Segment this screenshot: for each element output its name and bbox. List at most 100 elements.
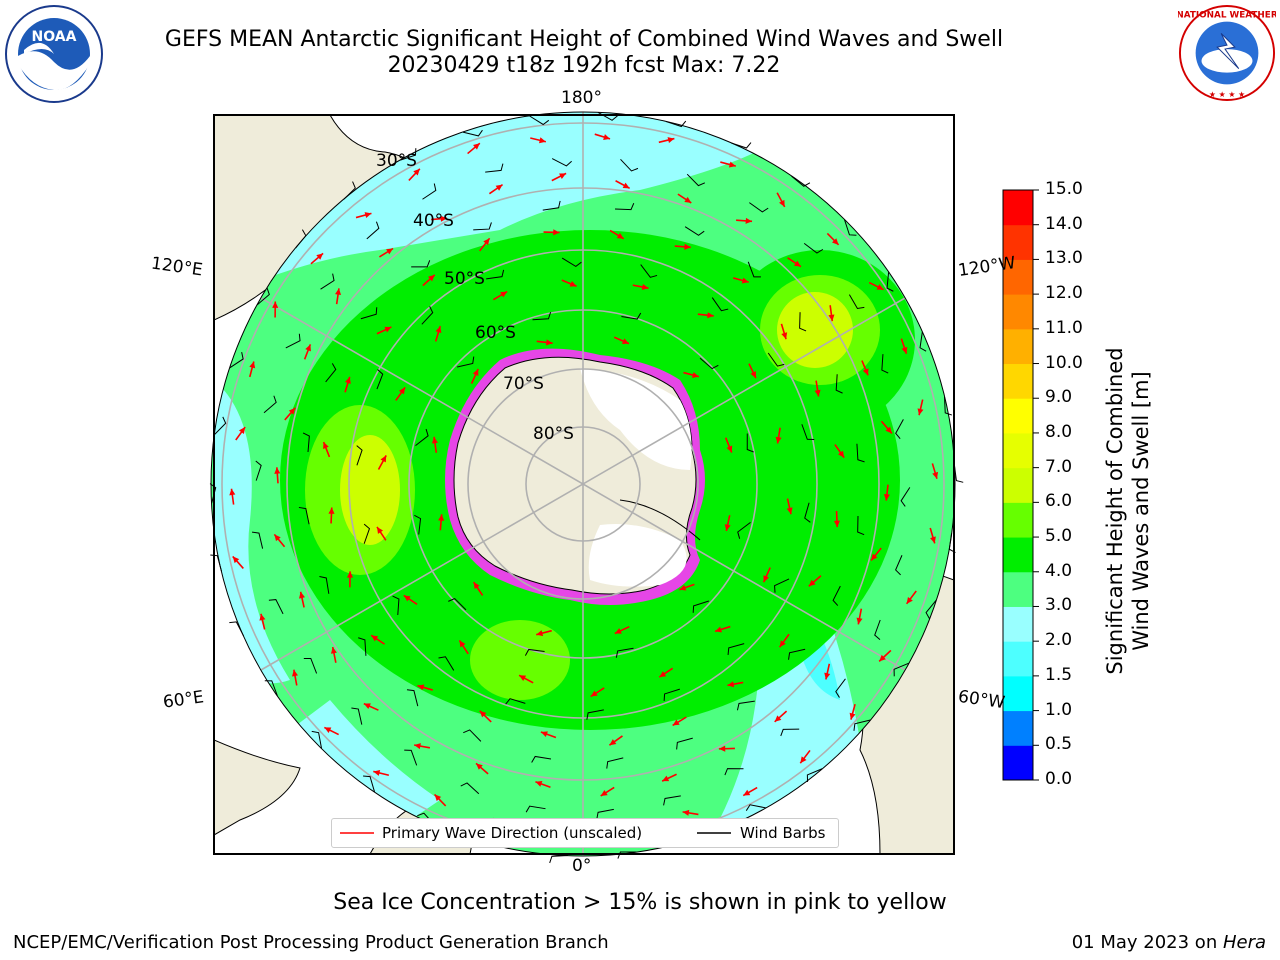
wind-barb: [737, 521, 751, 539]
wind-barb: [617, 851, 637, 859]
legend-wave-direction: Primary Wave Direction (unscaled): [382, 824, 643, 842]
wave-direction-arrow: [780, 323, 788, 340]
wind-barb: [943, 396, 953, 416]
wave-direction-arrow: [727, 681, 744, 688]
wind-barb: [229, 621, 245, 637]
wave-direction-arrow: [787, 257, 802, 268]
wind-barb: [801, 424, 815, 440]
wind-barb: [264, 680, 278, 697]
wind-barb: [319, 576, 330, 594]
colorbar-tick-label: 12.0: [1045, 283, 1083, 304]
wind-barb: [953, 464, 964, 483]
wind-barb: [699, 357, 719, 370]
wind-barb: [774, 578, 790, 593]
wind-barb: [919, 331, 927, 352]
wind-barb: [295, 229, 307, 249]
wave-direction-arrow: [762, 567, 771, 583]
wind-barb: [606, 757, 624, 769]
wind-barb: [255, 460, 262, 481]
wind-barb: [746, 433, 754, 453]
colorbar-tick-label: 11.0: [1045, 317, 1083, 338]
wave-direction-arrow: [917, 399, 924, 416]
wind-barb: [411, 260, 431, 268]
wind-barb: [767, 352, 785, 367]
colorbar-bin: [1003, 675, 1033, 712]
colorbar-bin: [1003, 363, 1033, 399]
wave-direction-arrow: [736, 217, 753, 224]
colorbar-bin: [1003, 432, 1033, 469]
wind-barb: [505, 698, 526, 705]
colorbar-tick-label: 7.0: [1045, 456, 1073, 477]
wind-barb: [462, 129, 483, 137]
wave-direction-arrow: [273, 533, 286, 548]
wind-barb: [791, 175, 811, 187]
wind-barb: [853, 719, 871, 731]
noaa-logo-text: NOAA: [32, 29, 77, 45]
wind-barb: [525, 805, 546, 813]
wind-barb: [676, 737, 693, 750]
lat-label-80s: 80°S: [533, 424, 574, 444]
wave-direction-arrow: [742, 786, 758, 797]
wind-barb: [363, 523, 371, 544]
colorbar-tick-label: 5.0: [1045, 526, 1073, 547]
wave-direction-arrow: [377, 455, 387, 470]
wave-direction-arrow: [434, 325, 442, 342]
wind-barb: [780, 728, 800, 737]
colorbar-title: Significant Height of Combined Wind Wave…: [1103, 347, 1153, 675]
wave-direction-arrow: [833, 511, 840, 528]
wind-barb: [806, 768, 823, 782]
colorbar-tick-label: 10.0: [1045, 352, 1083, 373]
wind-barb: [745, 804, 766, 811]
wave-direction-arrow: [479, 237, 491, 252]
colorbar-bin: [1003, 467, 1033, 503]
wind-barb: [686, 173, 706, 187]
colorbar-bin: [1003, 259, 1033, 295]
wave-direction-arrow: [929, 527, 936, 544]
wind-barb: [747, 261, 761, 278]
wave-direction-arrow: [403, 594, 418, 605]
colorbar-bin: [1003, 190, 1033, 226]
wave-direction-arrow: [720, 161, 737, 168]
wind-barb: [421, 306, 434, 325]
wind-barb: [640, 264, 658, 278]
wave-direction-arrow: [718, 745, 735, 752]
wind-barb: [848, 294, 865, 310]
chart-title: GEFS MEAN Antarctic Significant Height o…: [164, 27, 1004, 52]
wave-direction-arrow: [543, 229, 560, 236]
wave-direction-arrow: [492, 290, 508, 301]
wave-direction-arrow: [322, 441, 331, 458]
footer-date: 01 May 2023 on Hera: [1071, 932, 1266, 953]
wave-direction-arrow: [472, 581, 484, 596]
colorbar-tick-label: 0.5: [1045, 734, 1073, 755]
colorbar-tick-label: 0.0: [1045, 769, 1073, 789]
wind-barb: [256, 287, 270, 306]
wave-direction-arrow: [551, 172, 567, 182]
wave-direction-arrow: [856, 608, 863, 625]
wind-barb: [736, 700, 755, 711]
wave-direction-arrow: [299, 591, 305, 608]
colorbar-tick-label: 1.5: [1045, 664, 1073, 685]
wave-direction-arrow: [370, 634, 385, 645]
colorbar-bin: [1003, 224, 1033, 260]
wave-direction-arrow: [259, 613, 266, 630]
colorbar-bin: [1003, 606, 1033, 642]
wind-barb: [900, 487, 911, 507]
colorbar-tick-label: 6.0: [1045, 491, 1073, 512]
colorbar-tick-label: 3.0: [1045, 595, 1073, 616]
wind-barb: [857, 516, 865, 536]
wind-barb: [684, 226, 705, 236]
wind-barb: [486, 269, 505, 280]
lat-label-30s: 30°S: [376, 151, 417, 171]
wind-barb: [531, 755, 552, 763]
wind-barb: [363, 775, 376, 793]
wave-direction-arrow: [376, 326, 392, 335]
wave-direction-arrow: [328, 507, 335, 524]
wave-direction-arrow: [376, 526, 387, 541]
wind-barb: [620, 158, 639, 172]
wave-direction-arrow: [834, 444, 845, 459]
noaa-logo: NOAA: [5, 5, 103, 103]
wave-direction-arrow: [272, 301, 279, 318]
wind-barb: [285, 333, 301, 349]
wind-barb: [302, 432, 310, 453]
colorbar-tick-label: 8.0: [1045, 421, 1073, 442]
